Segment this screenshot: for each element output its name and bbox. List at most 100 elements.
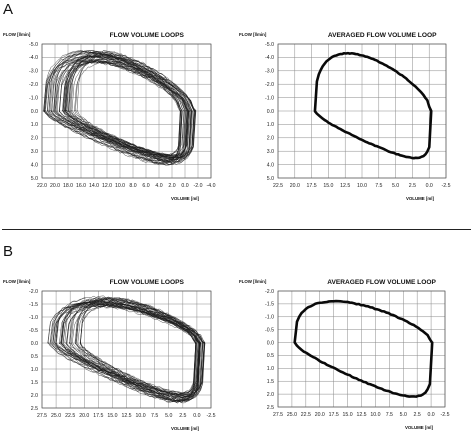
y-tick-label: -2.0 [29,82,38,88]
x-tick-label: 0.0 [427,412,434,418]
plot-frame [41,290,212,409]
y-tick-label: 1.0 [31,122,38,128]
x-tick-label: 7.5 [151,413,158,419]
y-tick-label: 2.5 [31,406,38,412]
y-tick-label: 0.0 [31,109,38,115]
panel-divider [2,229,471,230]
y-tick-label: 3.0 [31,149,38,155]
loop-line [59,59,196,158]
x-tick-label: 12.0 [102,183,112,189]
x-tick-label: 12.5 [340,183,350,189]
y-axis-label: FLOW [l/min] [239,32,267,37]
x-tick-label: 16.0 [76,183,86,189]
averaged-loop-line [293,299,434,398]
y-tick-label: -5.0 [265,42,274,48]
loop-line [63,60,191,156]
loop-line [69,54,182,156]
y-tick-label: -2.0 [265,289,274,295]
loop-line [71,57,196,159]
y-tick-label: -1.0 [265,95,274,101]
x-tick-label: 22.5 [301,412,311,418]
loop-line [55,302,199,396]
x-tick-label: 17.5 [329,412,339,418]
x-tick-label: 4.0 [155,183,162,189]
x-tick-label: 25.0 [287,412,297,418]
x-tick-label: 5.0 [165,413,172,419]
loop-line [65,61,186,161]
x-tick-label: 15.0 [107,413,117,419]
x-tick-label: 20.0 [290,183,300,189]
y-tick-label: 0.5 [267,353,274,359]
chart-title: AVERAGED FLOW VOLUME LOOP [327,279,436,286]
y-tick-label: -1.0 [265,315,274,321]
y-tick-label: 0.0 [267,340,274,346]
x-tick-label: -2.5 [441,412,450,418]
x-tick-label: 20.0 [79,413,89,419]
x-tick-label: 25.0 [51,413,61,419]
y-tick-label: 2.0 [31,136,38,142]
chart-title: FLOW VOLUME LOOPS [110,32,185,39]
loop-line [68,59,187,156]
y-tick-label: -4.0 [265,55,274,61]
x-tick-label: 27.5 [37,413,47,419]
data-layer [293,299,434,398]
x-tick-label: 0.0 [426,183,433,189]
x-tick-label: -4.0 [207,183,216,189]
loop-line [76,52,190,163]
loop-line [77,300,206,398]
y-tick-label: -1.0 [29,95,38,101]
x-tick-label: 12.5 [121,413,131,419]
y-tick-label: -5.0 [29,42,38,48]
x-tick-label: 5.0 [400,412,407,418]
loop-line [64,51,196,158]
y-axis-label: FLOW [l/min] [3,32,31,37]
data-layer [47,295,206,404]
x-tick-label: 0.0 [193,413,200,419]
loop-line [53,59,189,158]
y-tick-label: 1.0 [31,367,38,373]
x-tick-label: 10.0 [136,413,146,419]
chart-A-avg: AVERAGED FLOW VOLUME LOOP FLOW [l/min] VOL… [239,32,451,201]
x-tick-label: 7.5 [375,183,382,189]
y-tick-label: -4.0 [29,55,38,61]
x-tick-label: 2.5 [414,412,421,418]
x-tick-label: 2.5 [409,183,416,189]
loop-line [44,61,192,166]
plot-frame [277,43,447,179]
x-tick-label: 17.5 [93,413,103,419]
plot-frame [277,290,446,408]
loop-line [62,303,198,404]
y-tick-label: 1.5 [31,380,38,386]
x-axis-label: VOLUME [ml] [406,196,435,201]
x-tick-label: 10.0 [357,183,367,189]
panel-letter-b: B [3,243,14,260]
loop-line [49,300,201,402]
panel-letter-a: A [3,1,14,18]
loop-line [80,296,197,395]
x-tick-label: 6.0 [142,183,149,189]
x-tick-label: 27.5 [273,412,283,418]
loop-line [59,61,189,159]
data-layer [313,51,433,160]
y-tick-label: -1.5 [29,302,38,308]
loop-line [80,297,202,398]
x-tick-label: 8.0 [129,183,136,189]
y-tick-label: 1.0 [267,122,274,128]
y-tick-label: 2.5 [267,405,274,411]
loop-line [59,55,181,163]
x-axis-label: VOLUME [ml] [171,426,200,431]
y-tick-label: 2.0 [267,392,274,398]
x-tick-label: 22.0 [37,183,47,189]
x-tick-label: 10.0 [370,412,380,418]
x-tick-label: 22.5 [65,413,75,419]
y-tick-label: -3.0 [29,69,38,75]
y-tick-label: 1.5 [267,379,274,385]
loop-line [75,299,203,398]
y-tick-label: 4.0 [267,162,274,168]
x-tick-label: 20.0 [50,183,60,189]
y-tick-label: 2.0 [31,393,38,399]
x-tick-label: 15.0 [323,183,333,189]
x-tick-label: -2.0 [194,183,203,189]
